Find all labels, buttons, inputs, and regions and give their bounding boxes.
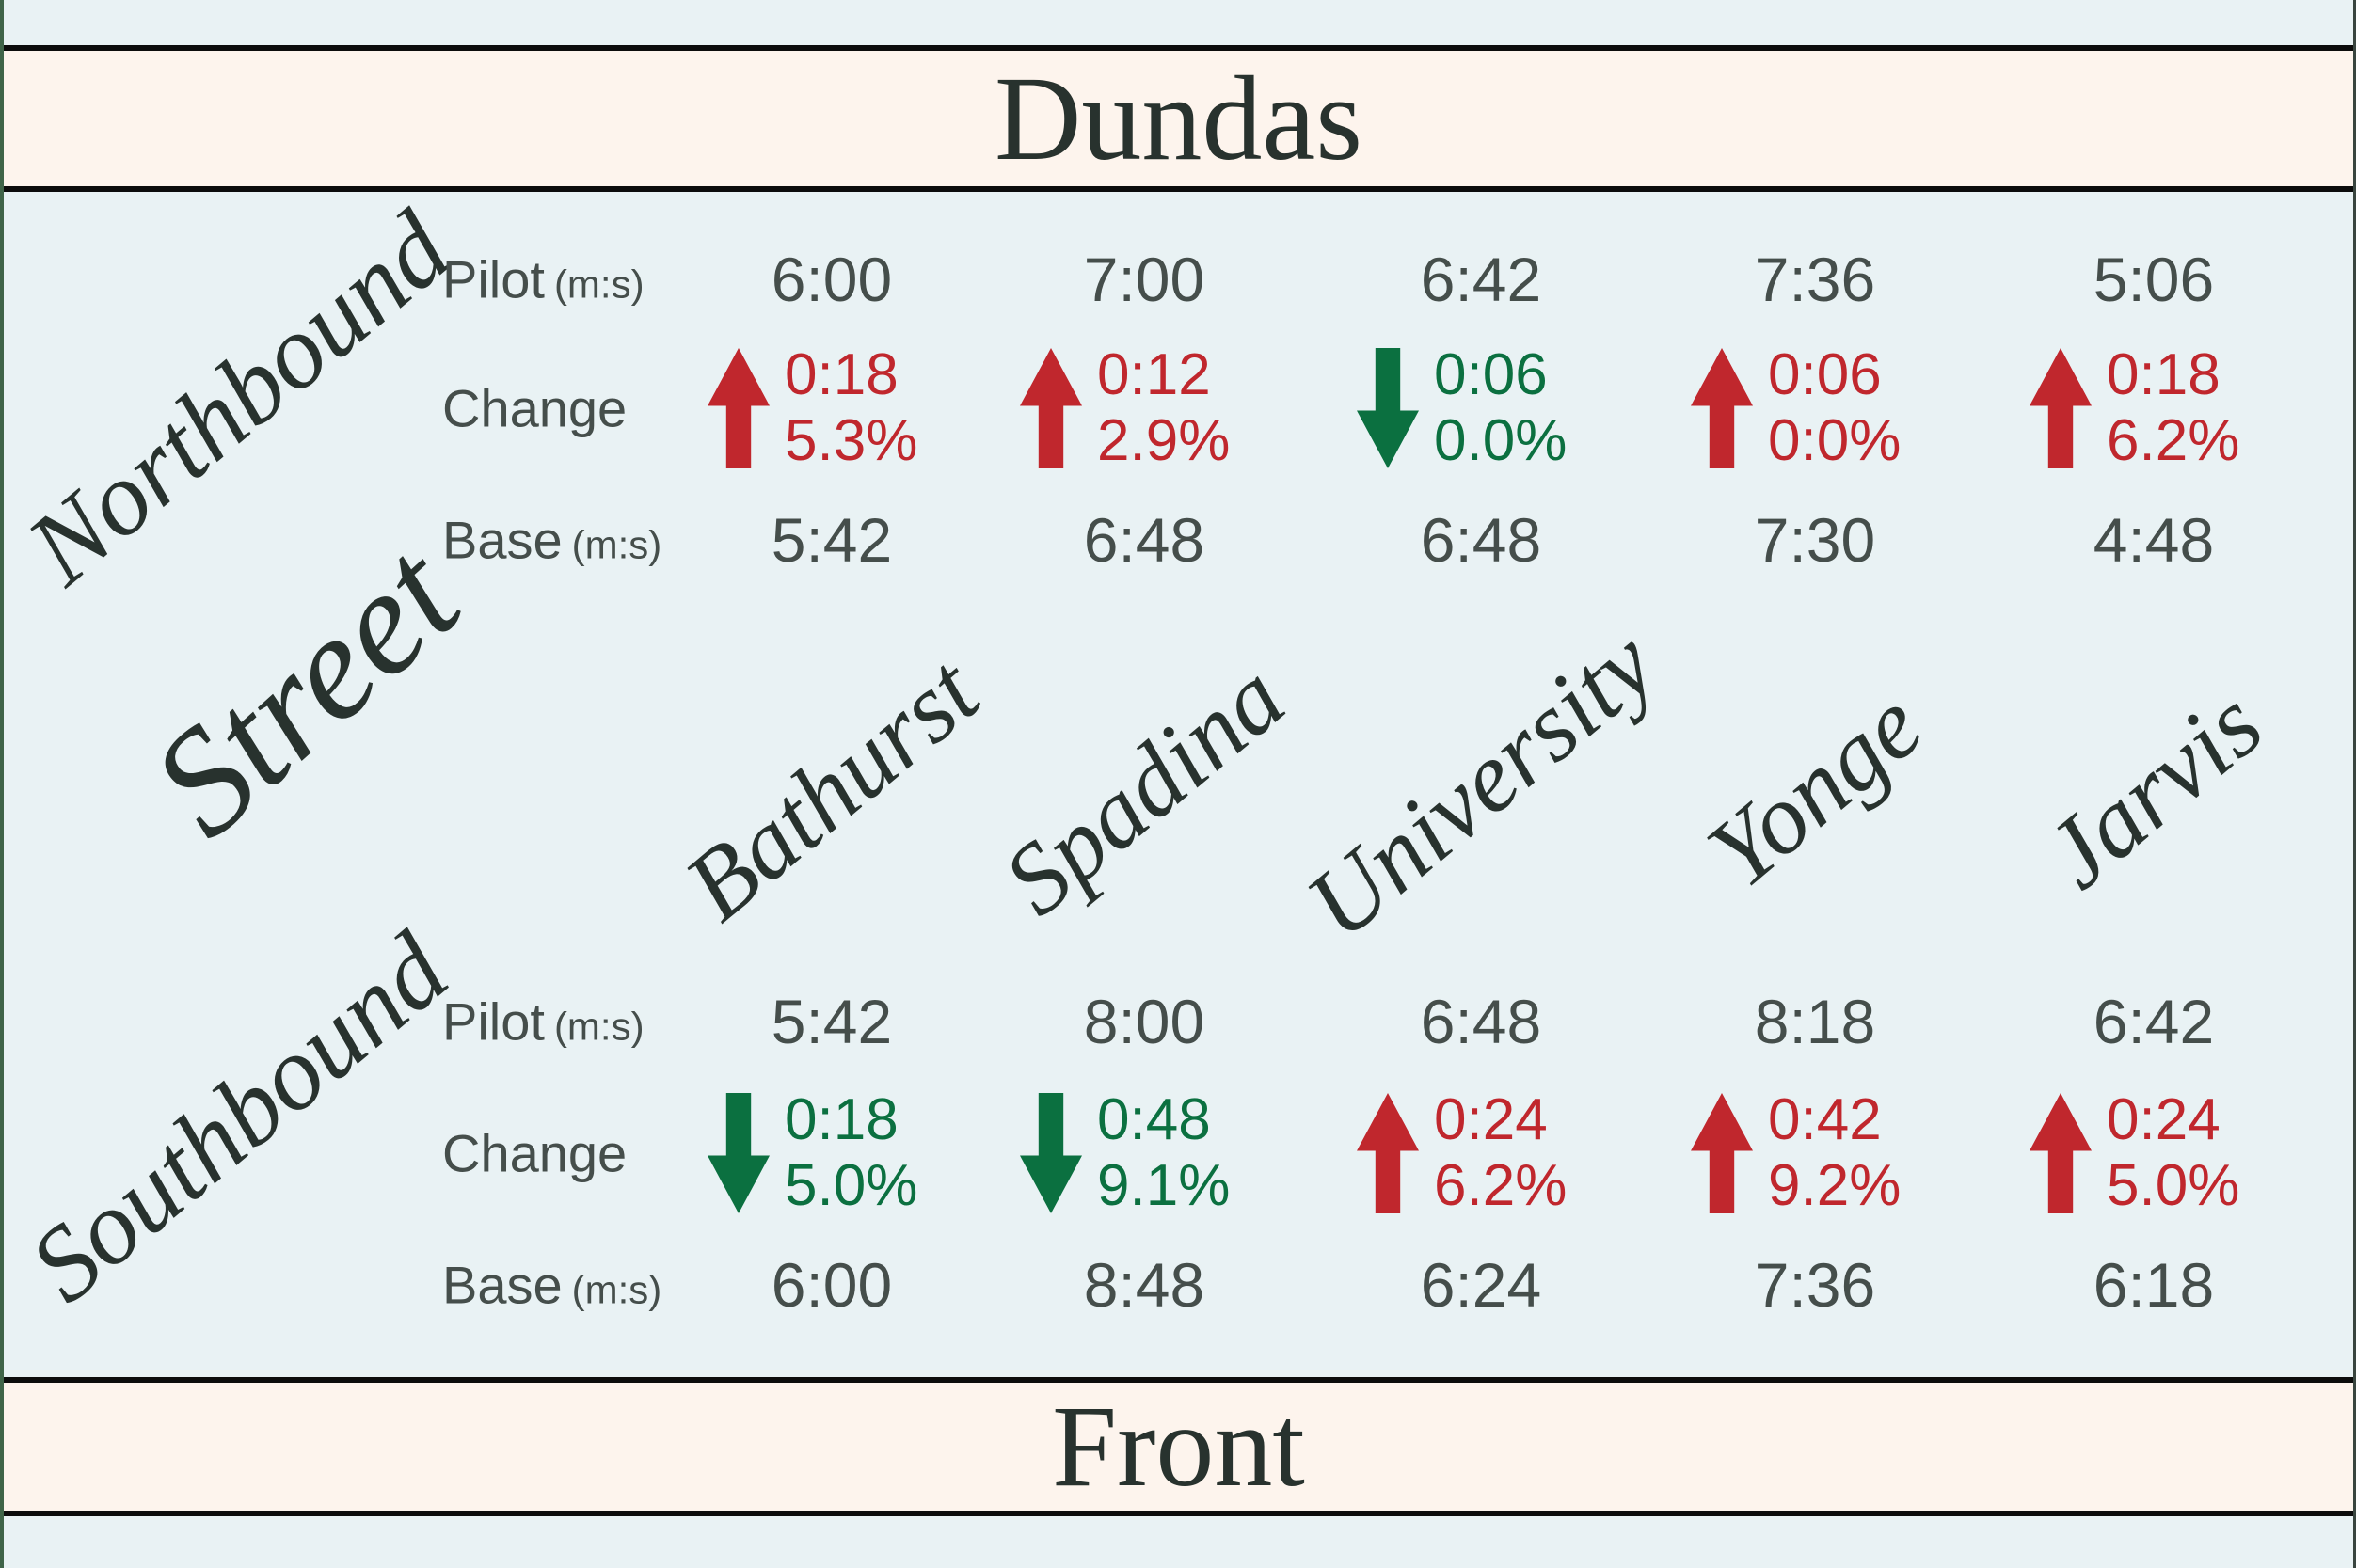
sb-pilot-bathurst: 5:42 [771, 987, 893, 1056]
nb-base-university: 6:48 [1420, 505, 1542, 575]
sb-university-change-arrow-icon [1357, 1093, 1419, 1213]
dundas-band: Dundas [4, 51, 2353, 186]
nb-change-row-label: Change [442, 378, 627, 439]
nb-pilot-jarvis: 5:06 [2093, 245, 2215, 314]
nb-pilot-yonge: 7:36 [1754, 245, 1876, 314]
base-label-text: Base [442, 510, 563, 570]
divider-line [4, 1377, 2353, 1383]
bottom-margin-strip [4, 1516, 2353, 1568]
sb-base-bathurst: 6:00 [771, 1250, 893, 1320]
sb-base-yonge: 7:36 [1754, 1250, 1876, 1320]
nb-pilot-row-label: Pilot (m:s) [442, 249, 645, 310]
sb-base-row-label: Base (m:s) [442, 1255, 661, 1316]
change-time: 0:24 [1434, 1087, 1548, 1152]
nb-spadina-change-arrow-icon [1020, 348, 1082, 468]
divider-line [4, 45, 2353, 51]
column-label-yonge: Yonge [1687, 669, 1943, 909]
change-time: 0:06 [1434, 342, 1548, 407]
nb-change-bathurst: 0:18 5.3% [708, 342, 917, 474]
sb-change-row-label: Change [442, 1123, 627, 1184]
change-time: 0:18 [785, 1087, 899, 1152]
sb-change-yonge: 0:42 9.2% [1691, 1087, 1901, 1219]
column-label-jarvis: Jarvis [2024, 668, 2283, 910]
column-label-university: University [1285, 608, 1676, 960]
nb-base-jarvis: 4:48 [2093, 505, 2215, 575]
nb-yonge-change-arrow-icon [1691, 348, 1753, 468]
nb-jarvis-change-arrow-icon [2030, 348, 2092, 468]
change-pct: 6.2% [2107, 408, 2240, 473]
sb-base-jarvis: 6:18 [2093, 1250, 2215, 1320]
sb-yonge-change-arrow-icon [1691, 1093, 1753, 1213]
pilot-label-text: Pilot [442, 249, 545, 309]
nb-base-bathurst: 5:42 [771, 505, 893, 575]
sb-change-university: 0:24 6.2% [1357, 1087, 1567, 1219]
change-pct: 9.2% [1768, 1153, 1902, 1218]
sb-pilot-spadina: 8:00 [1083, 987, 1205, 1056]
sb-pilot-yonge: 8:18 [1754, 987, 1876, 1056]
sb-change-bathurst: 0:18 5.0% [708, 1087, 917, 1219]
change-time: 0:24 [2107, 1087, 2221, 1152]
base-label-text: Base [442, 1255, 563, 1315]
sb-base-spadina: 8:48 [1083, 1250, 1205, 1320]
pilot-units-label: (m:s) [553, 1004, 645, 1049]
sb-jarvis-change-arrow-icon [2030, 1093, 2092, 1213]
sb-change-spadina: 0:48 9.1% [1020, 1087, 1230, 1219]
nb-pilot-bathurst: 6:00 [771, 245, 893, 314]
base-units-label: (m:s) [571, 1267, 662, 1312]
change-pct: 5.0% [2107, 1153, 2240, 1218]
nb-change-university: 0:06 0.0% [1357, 342, 1567, 474]
change-pct: 2.9% [1097, 408, 1231, 473]
change-pct: 6.2% [1434, 1153, 1568, 1218]
change-pct: 0:0% [1768, 408, 1902, 473]
change-time: 0:18 [2107, 342, 2221, 407]
table-body: Northbound Street Southbound Bathurst Sp… [4, 190, 2353, 1377]
southbound-label: Southbound [8, 911, 470, 1325]
front-street-title: Front [1052, 1382, 1305, 1511]
column-label-spadina: Spadina [982, 641, 1305, 937]
nb-pilot-university: 6:42 [1420, 245, 1542, 314]
sb-change-jarvis: 0:24 5.0% [2030, 1087, 2239, 1219]
sb-bathurst-change-arrow-icon [708, 1093, 770, 1213]
nb-change-spadina: 0:12 2.9% [1020, 342, 1230, 474]
base-units-label: (m:s) [571, 522, 662, 567]
change-time: 0:06 [1768, 342, 1882, 407]
top-margin-strip [4, 0, 2353, 45]
change-time: 0:48 [1097, 1087, 1211, 1152]
street-word-label: Street [119, 512, 489, 868]
change-time: 0:42 [1768, 1087, 1882, 1152]
pilot-units-label: (m:s) [553, 261, 645, 307]
nb-base-spadina: 6:48 [1083, 505, 1205, 575]
nb-base-row-label: Base (m:s) [442, 510, 661, 571]
nb-bathurst-change-arrow-icon [708, 348, 770, 468]
pilot-label-text: Pilot [442, 991, 545, 1052]
sb-spadina-change-arrow-icon [1020, 1093, 1082, 1213]
change-pct: 5.0% [785, 1153, 918, 1218]
change-pct: 9.1% [1097, 1153, 1231, 1218]
nb-pilot-spadina: 7:00 [1083, 245, 1205, 314]
divider-line [4, 1511, 2353, 1516]
change-time: 0:12 [1097, 342, 1211, 407]
nb-university-change-arrow-icon [1357, 348, 1419, 468]
change-pct: 5.3% [785, 408, 918, 473]
change-pct: 0.0% [1434, 408, 1568, 473]
change-label-text: Change [442, 378, 628, 438]
sb-pilot-university: 6:48 [1420, 987, 1542, 1056]
sb-pilot-row-label: Pilot (m:s) [442, 991, 645, 1053]
sb-pilot-jarvis: 6:42 [2093, 987, 2215, 1056]
nb-change-yonge: 0:06 0:0% [1691, 342, 1901, 474]
nb-change-jarvis: 0:18 6.2% [2030, 342, 2239, 474]
divider-line [4, 186, 2353, 192]
sb-base-university: 6:24 [1420, 1250, 1542, 1320]
change-time: 0:18 [785, 342, 899, 407]
nb-base-yonge: 7:30 [1754, 505, 1876, 575]
dundas-street-title: Dundas [994, 51, 1363, 185]
front-band: Front [4, 1382, 2353, 1511]
change-label-text: Change [442, 1123, 628, 1183]
column-label-bathurst: Bathurst [664, 636, 999, 942]
